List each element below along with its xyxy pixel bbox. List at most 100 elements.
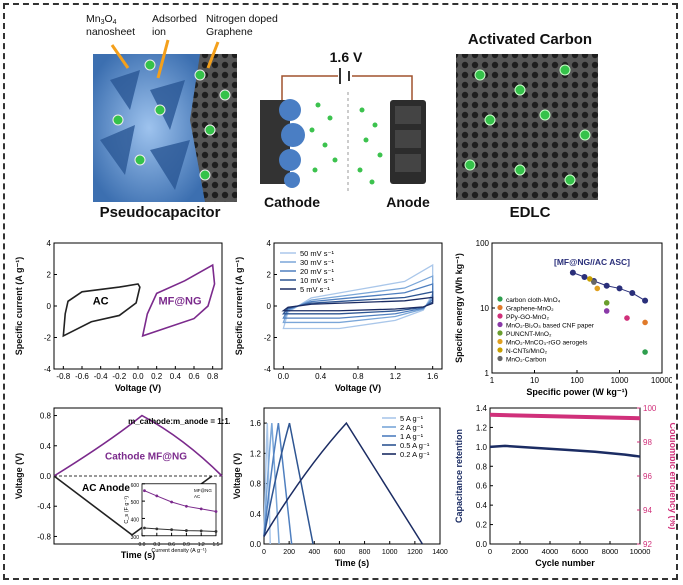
- mass-ratio: m_cathode:m_anode = 1:1.95: [128, 417, 230, 426]
- y-tick-label: 1.0: [476, 443, 488, 452]
- x-tick-label: 1.2: [390, 372, 402, 381]
- ragone-point: [603, 282, 610, 289]
- chart-ragone: 1 10 100 1 10 100 1000 10000 Specific power (W k…: [454, 239, 672, 397]
- y-axis-label: Voltage (V): [14, 453, 24, 499]
- x-axis-label: Voltage (V): [115, 383, 161, 393]
- x-tick-label: 600: [334, 549, 346, 556]
- x-tick-label: 10: [530, 376, 539, 385]
- y-tick-label: 0.0: [40, 472, 52, 481]
- chart-cv-rates: -4 -2 0 2 4 0.0 0.4 0.8 1.2 1.6 Voltage (V) Specifi…: [234, 239, 443, 393]
- plot-frame: [263, 407, 441, 545]
- legend-label: 10 mV s⁻¹: [300, 276, 334, 285]
- inset-mfng-point: [143, 489, 146, 493]
- gcd-series-2: [263, 422, 293, 545]
- y-tick-label: 2: [47, 271, 52, 280]
- y2-axis-label: Coulombic efficiency (%): [668, 422, 675, 529]
- x-tick-label: 10000: [651, 376, 672, 385]
- x-tick-label: 0.4: [315, 372, 327, 381]
- y2-tick-label: 94: [643, 506, 652, 515]
- y-axis-label: Specific current (A g⁻¹): [14, 257, 24, 355]
- x-axis-label: Voltage (V): [335, 383, 381, 393]
- inset-ac-point: [143, 526, 146, 530]
- y-tick-label: 0: [267, 302, 272, 311]
- chart-title: [MF@NG//AC ASC]: [554, 257, 630, 267]
- x-axis-label: Time (s): [121, 550, 155, 560]
- y-tick-label: -0.8: [37, 532, 51, 541]
- legend-label: 1 A g⁻¹: [400, 432, 424, 441]
- pseudocapacitor-image: [93, 39, 237, 202]
- figure-frame: [3, 3, 678, 580]
- y-tick-label: 2: [267, 271, 272, 280]
- y-tick-label: 1: [485, 369, 490, 378]
- ref-point-1: [642, 319, 648, 326]
- y-tick-label: 0.6: [476, 482, 488, 491]
- inset-ac-point: [199, 529, 203, 533]
- legend-marker: [497, 355, 503, 362]
- x-tick-label: 8000: [602, 547, 619, 556]
- inset-legend-label: MF@NG: [194, 488, 212, 493]
- y-tick-label: 0.4: [40, 442, 52, 451]
- y-tick-label: 0.8: [40, 412, 52, 421]
- x-tick-label: 1.6: [427, 372, 439, 381]
- legend-label: 5 mV s⁻¹: [300, 285, 330, 294]
- x-tick-label: 0.0: [278, 372, 290, 381]
- x-tick-label: 0: [262, 549, 266, 556]
- schematic-row: Mn3O4 nanosheet Adsorbed ion Nitrogen do…: [86, 13, 598, 221]
- legend-label: PUNCNT-MnO₂: [506, 331, 552, 338]
- y-tick-label: 600: [131, 483, 140, 489]
- x-axis-label: Specific power (W kg⁻¹): [526, 387, 627, 397]
- inset-ac-point: [185, 529, 188, 532]
- cathode-annotation: Cathode MF@NG: [105, 451, 187, 462]
- x-tick-label: 10000: [630, 547, 651, 556]
- legend-marker: [497, 313, 503, 319]
- y-axis-label: Specific energy (Wh kg⁻¹): [454, 253, 464, 363]
- callout-mn3o4: Mn3O4: [86, 13, 117, 26]
- legend-marker: [497, 338, 503, 345]
- x-tick-label: -0.8: [56, 372, 70, 381]
- inset-y-label: C_s (F g⁻¹): [124, 496, 130, 524]
- y-tick-label: 500: [131, 500, 140, 506]
- y-tick-label: 0.4: [476, 501, 488, 510]
- y-tick-label: 4: [47, 239, 52, 248]
- inset-ac-point: [170, 528, 174, 532]
- y-tick-label: 400: [131, 517, 140, 523]
- y-tick-label: -2: [44, 334, 52, 343]
- x-tick-label: 0.2: [151, 372, 163, 381]
- legend-label: MnO₂-MnCO₃-rGO aerogels: [506, 340, 588, 347]
- legend-label: 0.5 A g⁻¹: [400, 441, 430, 450]
- y-tick-label: 0.8: [250, 480, 262, 489]
- x-tick-label: 1400: [432, 549, 448, 556]
- voltage-label: 1.6 V: [330, 49, 363, 65]
- y-tick-label: 0.0: [476, 540, 488, 549]
- y-tick-label: 1.6: [250, 419, 262, 428]
- x-tick-label: 200: [283, 549, 295, 556]
- x-tick-label: 0.8: [352, 372, 364, 381]
- ref-point-4: [603, 300, 610, 306]
- inset-mfng-point: [170, 500, 174, 504]
- y-tick-label: 10: [480, 304, 489, 313]
- x-tick-label: -0.6: [75, 372, 89, 381]
- legend-label: 20 mV s⁻¹: [300, 267, 334, 276]
- chart-cycling: 0.0 0.2 0.4 0.6 0.8 1.0 1.2 1.4 92 94 96 98 100 0 2000…: [454, 404, 675, 568]
- x-tick-label: 1.5: [213, 542, 220, 548]
- legend-label: 5 A g⁻¹: [400, 414, 424, 423]
- gcd-series-1: [263, 423, 280, 545]
- cathode-curve: [53, 414, 223, 477]
- x-tick-label: 1200: [407, 549, 423, 556]
- x-axis-label: Time (s): [335, 558, 369, 568]
- y-tick-label: 0.0: [250, 540, 262, 549]
- inset-mfng-point: [199, 507, 203, 511]
- x-tick-label: -0.4: [94, 372, 108, 381]
- legend-marker: [497, 296, 503, 302]
- callout-mn3o4-line2: nanosheet: [86, 26, 135, 38]
- inset-ac-point: [155, 527, 159, 531]
- y-tick-label: 0.2: [476, 521, 488, 530]
- gcd-series-3: [263, 422, 314, 545]
- anode-annotation: AC Anode: [82, 483, 130, 494]
- y-axis-label: Capacitance retention: [454, 429, 464, 523]
- x-tick-label: 0.4: [170, 372, 182, 381]
- y-tick-label: 1.2: [250, 449, 262, 458]
- anode-label: Anode: [386, 194, 430, 210]
- x-tick-label: 0.0: [139, 542, 146, 548]
- callout-adsorbed: Adsorbed: [152, 13, 197, 25]
